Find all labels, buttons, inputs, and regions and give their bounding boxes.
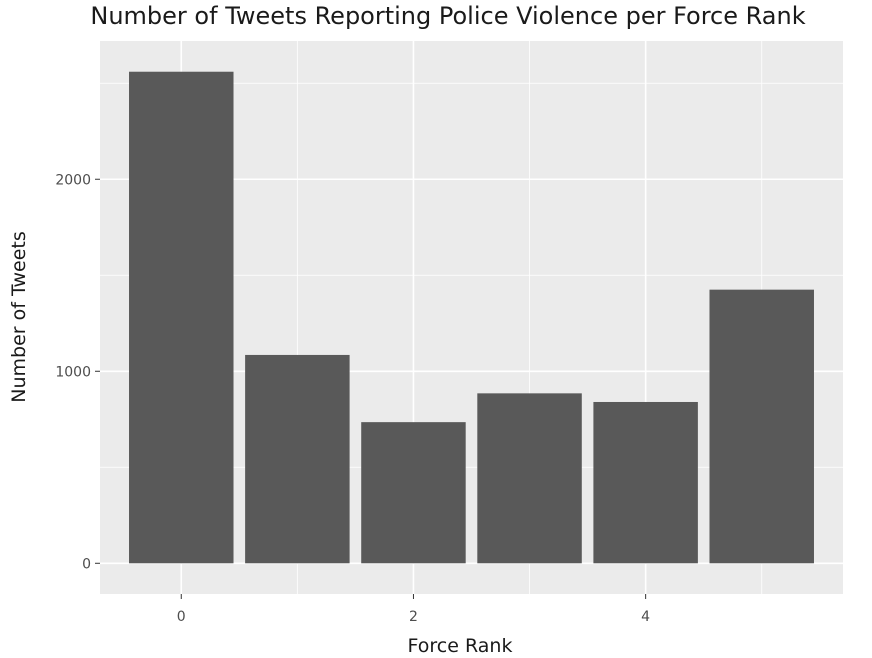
y-tick-label: 1000 [55, 364, 91, 380]
y-axis: 0 1000 2000 [55, 172, 100, 572]
bar [129, 71, 234, 564]
x-tick-label: 2 [409, 609, 418, 625]
x-tick-label: 0 [177, 609, 186, 625]
x-axis: 0 2 4 [177, 594, 650, 625]
x-axis-title: Force Rank [408, 635, 513, 657]
y-axis-title: Number of Tweets [8, 231, 30, 402]
bar [709, 289, 814, 564]
bar-series [129, 71, 814, 564]
bar [245, 354, 350, 564]
bar [361, 422, 466, 564]
bar [477, 393, 582, 564]
y-tick-label: 2000 [55, 172, 91, 188]
x-tick-label: 4 [641, 609, 650, 625]
bar [593, 401, 698, 564]
chart-title: Number of Tweets Reporting Police Violen… [90, 2, 805, 30]
y-tick-label: 0 [82, 556, 91, 572]
